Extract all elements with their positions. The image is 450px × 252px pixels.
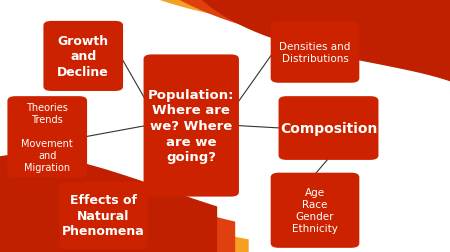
Text: Age
Race
Gender
Ethnicity: Age Race Gender Ethnicity [292,187,338,233]
Text: Theories
Trends

Movement
and
Migration: Theories Trends Movement and Migration [22,103,73,172]
Text: Composition: Composition [280,121,377,136]
Text: Densities and
Distributions: Densities and Distributions [279,42,351,64]
FancyBboxPatch shape [144,55,239,197]
FancyBboxPatch shape [279,97,378,160]
FancyBboxPatch shape [270,173,359,248]
FancyBboxPatch shape [59,182,148,249]
FancyBboxPatch shape [7,97,87,178]
FancyBboxPatch shape [43,22,123,91]
Text: Effects of
Natural
Phenomena: Effects of Natural Phenomena [62,194,145,237]
FancyBboxPatch shape [270,22,359,83]
Text: Population:
Where are
we? Where
are we
going?: Population: Where are we? Where are we g… [148,89,234,163]
Text: Growth
and
Decline: Growth and Decline [58,35,109,79]
